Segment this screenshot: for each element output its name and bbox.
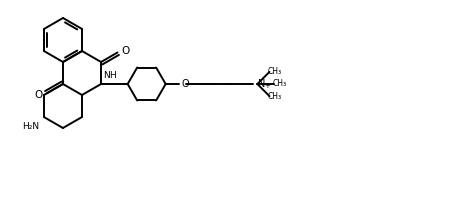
Text: O: O (182, 79, 189, 89)
Text: O: O (34, 91, 42, 101)
Text: CH₃: CH₃ (267, 67, 282, 76)
Text: H₂N: H₂N (22, 122, 39, 131)
Text: O: O (122, 46, 130, 55)
Text: N: N (103, 71, 109, 80)
Text: CH₃: CH₃ (267, 91, 282, 101)
Text: +: + (264, 83, 270, 89)
Text: N: N (258, 79, 266, 89)
Text: H: H (109, 71, 116, 80)
Text: CH₃: CH₃ (272, 80, 287, 88)
